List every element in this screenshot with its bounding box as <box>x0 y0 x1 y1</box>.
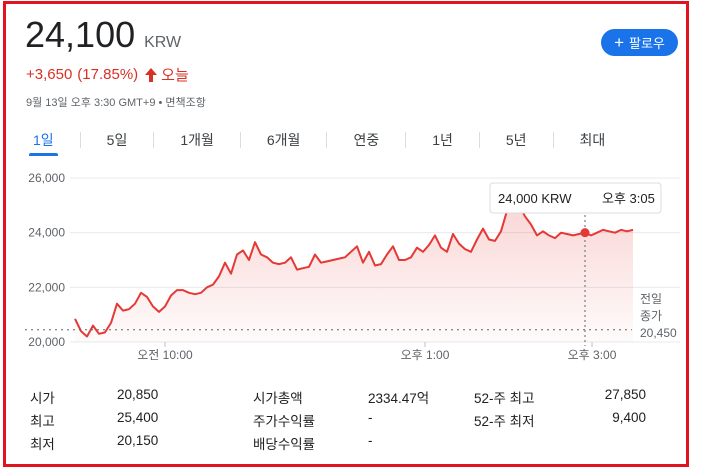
tooltip-box <box>489 182 662 214</box>
price-header: 24,100 KRW <box>25 14 181 56</box>
change-percent: (17.85%) <box>77 66 139 83</box>
tooltip: 24,000 KRW 오후 3:05 <box>489 182 662 214</box>
tab-1y[interactable]: 1년 <box>432 132 453 148</box>
price-area <box>75 194 633 342</box>
tab-divider <box>153 132 155 148</box>
stat-value-dividend-yield: - <box>368 433 373 448</box>
stat-value-low: 20,150 <box>117 433 159 448</box>
hover-point <box>580 228 590 238</box>
x-tick-label: 오전 10:00 <box>137 348 193 362</box>
tab-divider <box>79 132 81 148</box>
tab-6m[interactable]: 6개월 <box>266 132 301 148</box>
current-price: 24,100 <box>25 14 136 55</box>
tab-divider <box>552 132 554 148</box>
change-amount: +3,650 <box>26 66 73 83</box>
stat-value-pe-ratio: - <box>368 410 373 425</box>
stat-value-52w-high: 27,850 <box>604 387 646 402</box>
tab-ytd[interactable]: 연중 <box>353 132 380 148</box>
stat-value-market-cap: 2334.47억 <box>368 391 430 406</box>
highlight-frame <box>3 1 689 467</box>
follow-button-label: 팔로우 <box>629 36 665 51</box>
stat-value-high: 25,400 <box>117 410 159 425</box>
tooltip-value: 24,000 KRW <box>498 191 572 206</box>
previous-close-label: 전일 종가 20,450 <box>640 292 677 340</box>
x-tick-label: 오후 1:00 <box>401 348 450 362</box>
range-tabs: 1일 5일 1개월 6개월 연중 1년 5년 최대 <box>23 126 615 156</box>
y-tick-label: 24,000 <box>28 226 65 240</box>
y-axis-labels: 26,000 24,000 22,000 20,000 <box>28 171 65 349</box>
plus-icon: + <box>614 33 625 52</box>
stat-label-dividend-yield: 배당수익률 <box>253 437 316 452</box>
stat-label-pe-ratio: 주가수익률 <box>253 414 316 429</box>
tab-divider <box>239 132 241 148</box>
tab-5y[interactable]: 5년 <box>505 132 527 148</box>
arrow-up-icon <box>145 67 158 82</box>
stat-label-market-cap: 시가총액 <box>253 391 303 406</box>
stat-value-52w-low: 9,400 <box>612 410 646 425</box>
prev-close-value: 20,450 <box>640 326 677 340</box>
tab-divider <box>478 132 480 148</box>
prev-close-label-2: 종가 <box>640 309 662 323</box>
tab-1d[interactable]: 1일 <box>23 126 64 156</box>
stat-label-low: 최저 <box>30 437 55 452</box>
tab-max[interactable]: 최대 <box>579 132 606 148</box>
tab-5d[interactable]: 5일 <box>106 132 128 148</box>
tab-1m[interactable]: 1개월 <box>180 132 214 148</box>
tab-divider <box>405 132 407 148</box>
tab-divider <box>326 132 328 148</box>
stat-label-high: 최고 <box>30 414 55 429</box>
price-line <box>74 193 634 338</box>
follow-button[interactable]: + 팔로우 <box>601 29 678 56</box>
period-label: 오늘 <box>161 67 189 84</box>
stat-value-open: 20,850 <box>117 387 159 402</box>
x-tick-label: 오후 3:00 <box>568 348 617 362</box>
stat-label-52w-low: 52-주 최저 <box>474 414 535 429</box>
price-chart[interactable]: 26,000 24,000 22,000 20,000 24,000 KRW 오후 3… <box>20 160 685 365</box>
prev-close-label-1: 전일 <box>640 292 662 306</box>
y-tick-label: 20,000 <box>28 335 65 349</box>
price-change: +3,650 (17.85%) 오늘 <box>26 64 189 85</box>
currency-label: KRW <box>144 34 182 51</box>
x-axis-labels: 오전 10:00 오후 1:00 오후 3:00 <box>137 342 617 362</box>
timestamp-disclaimer[interactable]: 9월 13일 오후 3:30 GMT+9 • 면책조항 <box>26 97 206 109</box>
y-tick-label: 26,000 <box>28 171 65 185</box>
y-tick-label: 22,000 <box>28 280 65 294</box>
stat-label-open: 시가 <box>30 391 55 406</box>
stat-label-52w-high: 52-주 최고 <box>474 391 535 406</box>
tooltip-time: 오후 3:05 <box>602 191 655 206</box>
